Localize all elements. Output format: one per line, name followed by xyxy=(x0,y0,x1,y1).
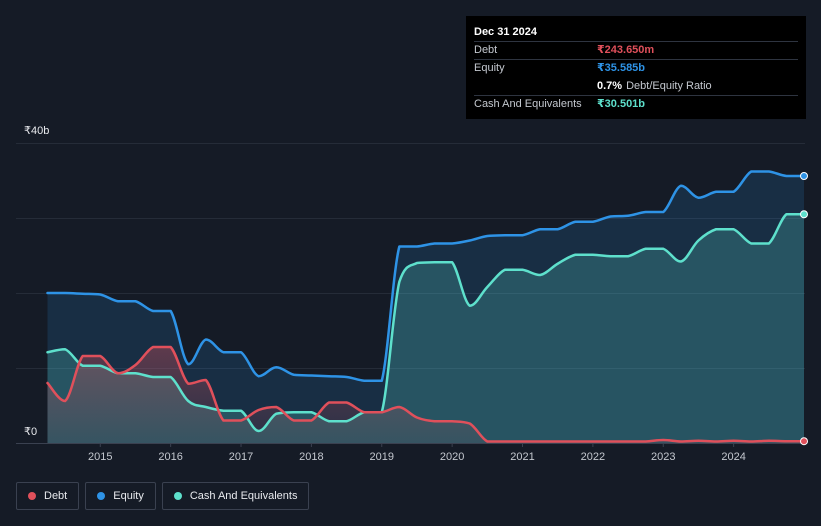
cash-and-equivalents-endpoint xyxy=(800,210,808,219)
x-tick-label: 2020 xyxy=(440,451,464,463)
legend-equity-label: Equity xyxy=(113,490,144,502)
tooltip-row-equity: Equity ₹35.585b xyxy=(474,59,798,77)
chart-legend: Debt Equity Cash And Equivalents xyxy=(16,482,310,510)
chart-tooltip: Dec 31 2024 Debt ₹243.650m Equity ₹35.58… xyxy=(466,16,806,119)
debt-line xyxy=(46,345,806,443)
legend-item-cash[interactable]: Cash And Equivalents xyxy=(161,482,310,510)
tooltip-ratio-value: 0.7% xyxy=(597,80,623,92)
legend-debt-label: Debt xyxy=(44,490,68,502)
tooltip-equity-value: ₹35.585b xyxy=(597,62,646,74)
legend-item-equity[interactable]: Equity xyxy=(85,482,156,510)
y-axis-top-label: ₹40b xyxy=(24,125,49,137)
tooltip-debt-value: ₹243.650m xyxy=(597,44,655,56)
tooltip-cash-label: Cash And Equivalents xyxy=(474,98,582,110)
tooltip-row-cash: Cash And Equivalents ₹30.501b xyxy=(474,95,798,113)
x-tick-label: 2024 xyxy=(721,451,745,463)
x-tick-label: 2016 xyxy=(158,451,182,463)
tooltip-row-ratio: 0.7% Debt/Equity Ratio xyxy=(474,77,798,95)
tooltip-row-debt: Debt ₹243.650m xyxy=(474,41,798,59)
cash-and-equivalents-area xyxy=(47,214,804,443)
debt-area xyxy=(47,347,804,443)
tooltip-ratio-suffix: Debt/Equity Ratio xyxy=(626,80,712,92)
x-tick-label: 2021 xyxy=(510,451,534,463)
x-tick-label: 2017 xyxy=(229,451,253,463)
debt-dot-icon xyxy=(28,492,36,500)
equity-line xyxy=(46,170,806,382)
x-tick-label: 2018 xyxy=(299,451,323,463)
debt-endpoint xyxy=(800,437,808,446)
tooltip-equity-label: Equity xyxy=(474,62,505,74)
legend-cash-label: Cash And Equivalents xyxy=(189,490,298,502)
cash-and-equivalents-line xyxy=(46,213,806,433)
x-tick-label: 2015 xyxy=(88,451,112,463)
x-tick-label: 2022 xyxy=(581,451,605,463)
tooltip-date: Dec 31 2024 xyxy=(474,26,537,38)
equity-dot-icon xyxy=(97,492,106,500)
equity-area xyxy=(47,171,804,443)
tooltip-debt-label: Debt xyxy=(474,44,498,56)
y-axis-bottom-label: ₹0 xyxy=(24,426,37,438)
x-tick-label: 2019 xyxy=(370,451,394,463)
x-tick-label: 2023 xyxy=(651,451,675,463)
cash-dot-icon xyxy=(173,492,182,500)
legend-item-debt[interactable]: Debt xyxy=(16,482,80,510)
tooltip-cash-value: ₹30.501b xyxy=(597,98,646,110)
tooltip-ratio-label xyxy=(474,78,597,95)
equity-endpoint xyxy=(800,172,808,180)
